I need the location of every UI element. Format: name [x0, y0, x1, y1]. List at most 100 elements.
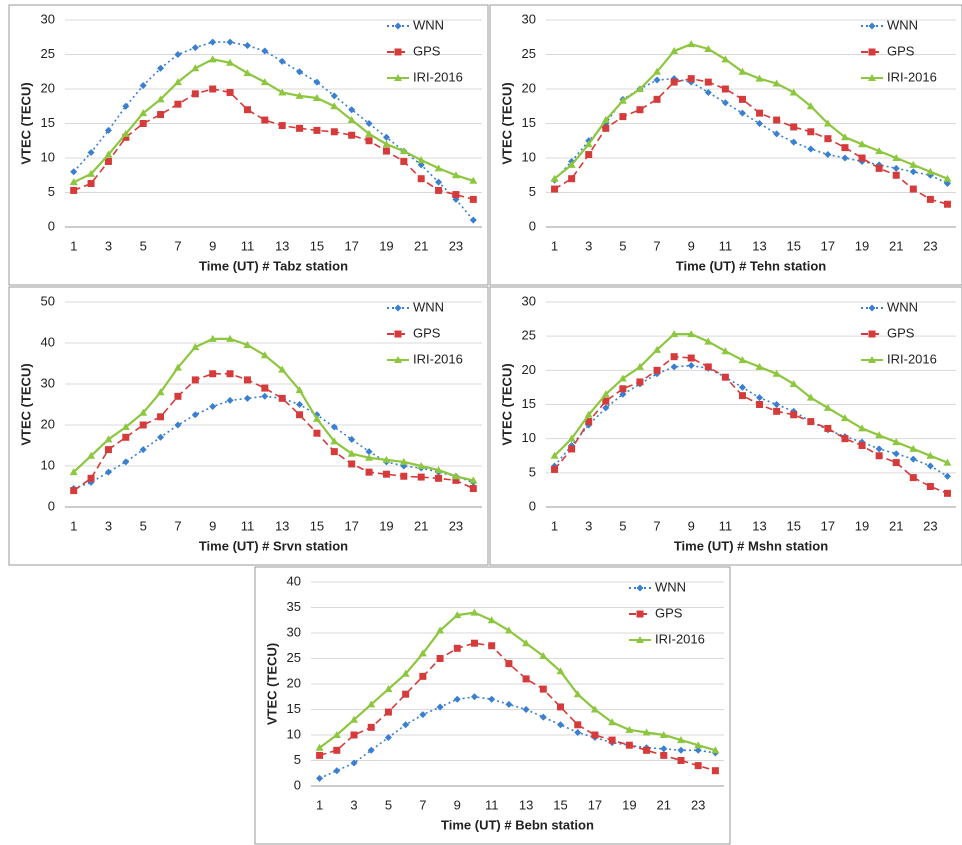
marker — [756, 394, 764, 402]
y-tick-label: 30 — [41, 11, 55, 26]
legend-label: GPS — [655, 605, 683, 620]
marker — [365, 448, 373, 456]
marker — [208, 55, 217, 63]
marker — [278, 122, 286, 130]
marker — [296, 124, 304, 132]
x-tick-label: 7 — [653, 238, 660, 253]
marker — [332, 731, 341, 738]
marker — [417, 462, 426, 469]
marker — [670, 330, 679, 338]
marker — [574, 728, 582, 736]
marker — [70, 186, 78, 194]
x-tick-label: 19 — [379, 518, 393, 533]
y-tick-label: 15 — [41, 115, 55, 130]
marker — [436, 626, 445, 634]
marker — [453, 611, 462, 619]
y-tick-label: 30 — [41, 375, 55, 390]
y-axis-label: VTEC (TECU) — [499, 82, 514, 164]
marker — [243, 42, 251, 50]
marker — [608, 736, 616, 744]
marker — [469, 485, 477, 493]
marker — [584, 140, 593, 148]
marker — [738, 392, 746, 400]
x-axis-label: Time (UT) # Srvn station — [199, 538, 348, 553]
marker — [875, 147, 884, 155]
legend-item: WNN — [629, 579, 686, 594]
x-axis-label: Time (UT) # Mshn station — [674, 538, 828, 553]
legend-item: WNN — [861, 17, 918, 32]
marker — [394, 356, 402, 363]
y-tick-label: 20 — [41, 416, 55, 431]
marker — [139, 109, 148, 117]
marker — [841, 154, 849, 162]
marker — [394, 74, 402, 81]
marker — [585, 151, 593, 159]
marker — [208, 334, 217, 342]
y-axis-label: VTEC (TECU) — [264, 643, 279, 725]
marker — [926, 483, 934, 490]
y-tick-label: 35 — [287, 599, 301, 614]
marker — [69, 468, 78, 476]
marker — [402, 690, 410, 698]
marker — [394, 48, 402, 56]
marker — [367, 746, 375, 754]
marker — [643, 746, 651, 754]
marker — [704, 78, 712, 86]
marker — [191, 44, 199, 52]
marker — [660, 751, 668, 759]
marker — [191, 411, 199, 419]
x-tick-label: 23 — [449, 518, 463, 533]
marker — [670, 78, 678, 86]
x-tick-label: 17 — [821, 238, 835, 253]
marker — [330, 92, 338, 100]
marker — [618, 374, 627, 382]
marker — [417, 175, 425, 183]
marker — [365, 137, 373, 145]
marker — [590, 705, 599, 713]
marker — [191, 376, 199, 384]
marker — [312, 414, 321, 422]
marker — [677, 757, 685, 764]
marker — [539, 713, 547, 721]
y-tick-label: 25 — [287, 650, 301, 665]
marker — [687, 362, 695, 370]
marker — [868, 48, 876, 56]
marker — [636, 584, 644, 592]
marker — [602, 124, 610, 132]
marker — [756, 120, 764, 127]
series-line — [554, 77, 948, 205]
marker — [841, 144, 849, 152]
marker — [659, 731, 668, 738]
marker — [601, 390, 610, 398]
marker — [858, 140, 867, 148]
marker — [858, 442, 866, 449]
marker — [174, 51, 182, 58]
marker — [382, 133, 390, 141]
marker — [296, 68, 304, 76]
marker — [121, 423, 130, 431]
y-axis-label: VTEC (TECU) — [18, 82, 33, 164]
x-tick-label: 9 — [688, 518, 695, 533]
marker — [568, 445, 576, 453]
marker — [313, 126, 321, 134]
marker — [104, 446, 112, 454]
marker — [806, 102, 815, 110]
marker — [635, 85, 644, 92]
marker — [875, 445, 883, 453]
marker — [333, 746, 341, 754]
marker — [892, 459, 900, 467]
marker — [333, 767, 341, 775]
marker — [469, 476, 478, 484]
panel-frame — [8, 286, 489, 566]
marker — [824, 151, 832, 159]
x-tick-label: 1 — [70, 518, 77, 533]
marker — [382, 470, 390, 478]
marker — [278, 57, 286, 65]
marker — [260, 78, 269, 86]
marker — [87, 474, 95, 482]
marker — [384, 708, 392, 716]
x-tick-label: 13 — [275, 518, 289, 533]
marker — [840, 414, 849, 422]
marker — [909, 444, 918, 452]
marker — [70, 168, 78, 176]
